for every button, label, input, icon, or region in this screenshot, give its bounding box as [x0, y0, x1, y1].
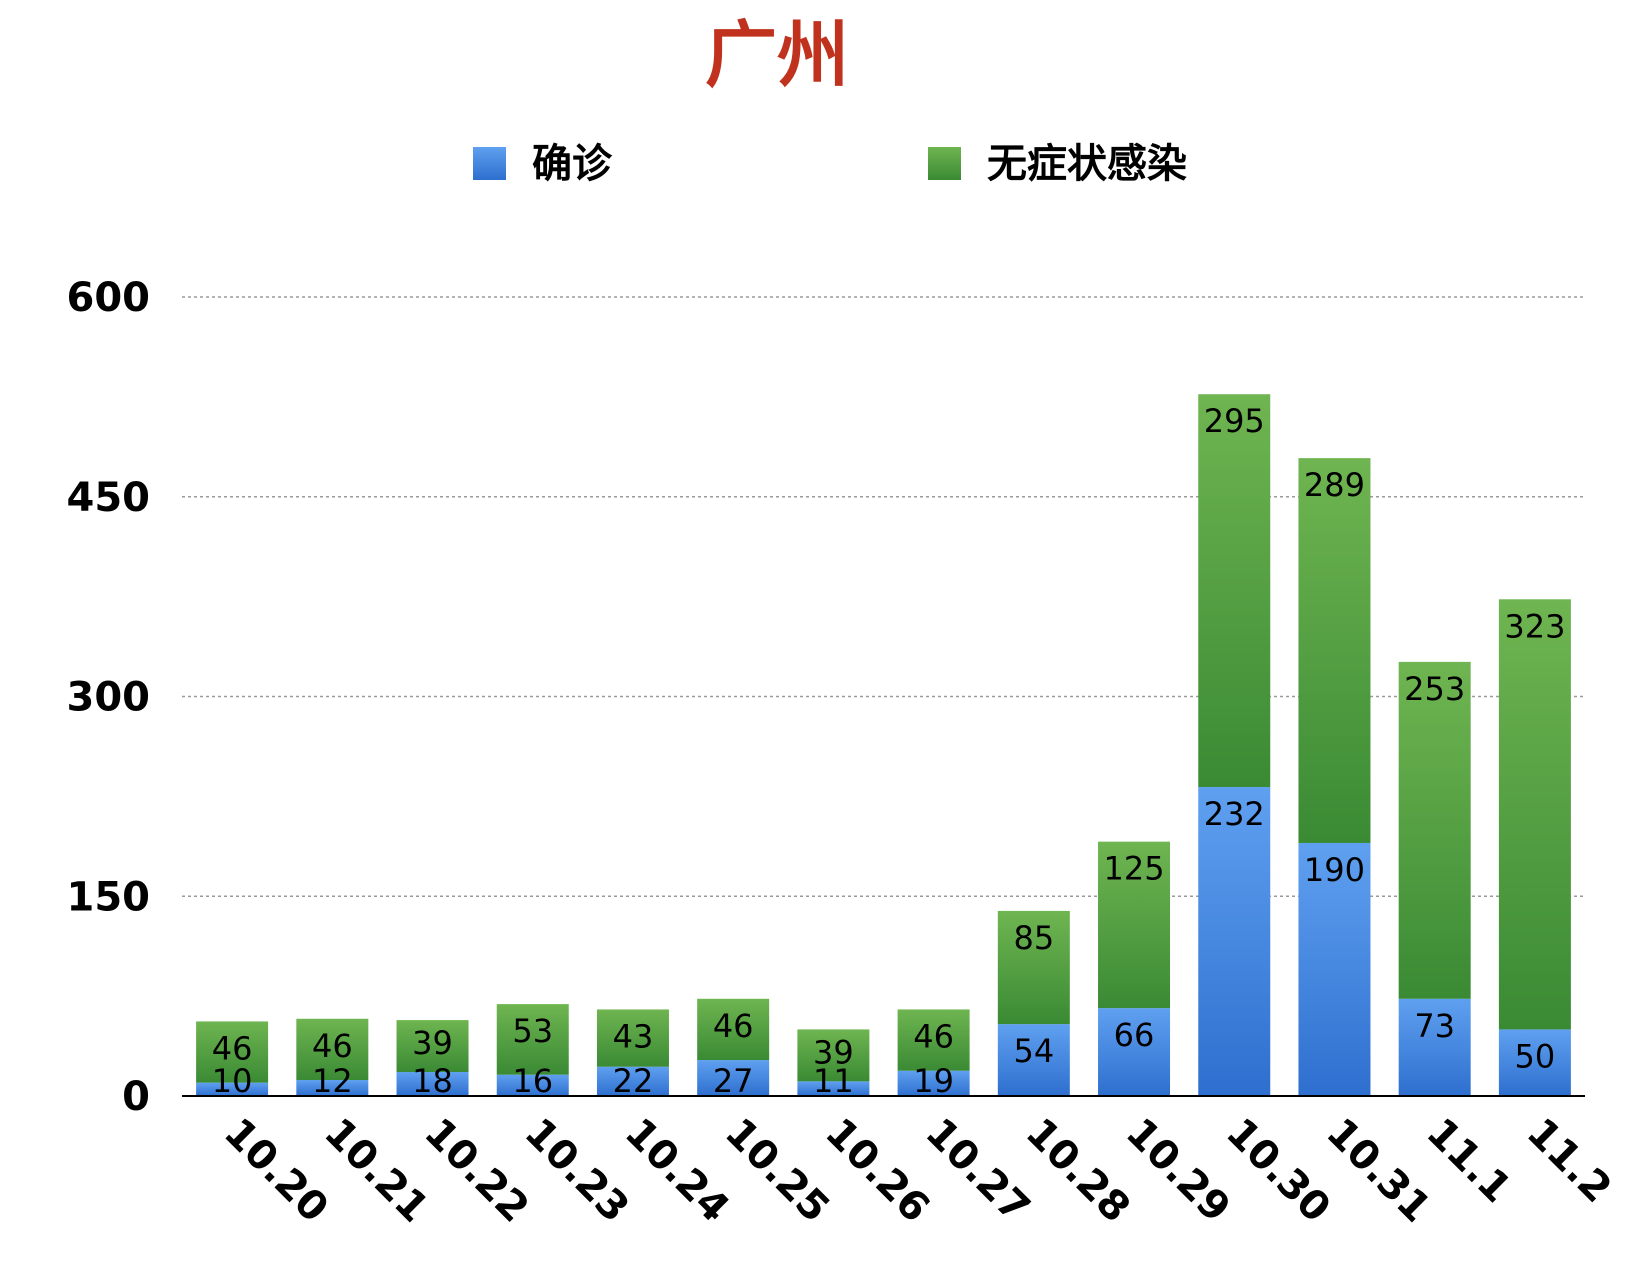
- bar-asymptomatic: [296, 1018, 369, 1081]
- bar-confirmed: [1498, 1029, 1571, 1096]
- bar-asymptomatic: [1398, 661, 1471, 999]
- x-tick-label: 10.29: [1117, 1110, 1239, 1232]
- data-label-confirmed: 10: [212, 1062, 253, 1100]
- data-label-asymptomatic: 253: [1404, 670, 1465, 708]
- data-label-confirmed: 50: [1515, 1037, 1556, 1075]
- data-label-asymptomatic: 85: [1013, 919, 1054, 957]
- y-axis-ticks: 0 150 300 450 600: [67, 275, 151, 1120]
- data-label-asymptomatic: 46: [713, 1007, 754, 1045]
- chart-title: 广州: [705, 13, 849, 97]
- data-label-confirmed: 16: [512, 1062, 553, 1100]
- bar-confirmed: [1098, 1008, 1171, 1096]
- bar-confirmed: [697, 1060, 770, 1096]
- data-label-asymptomatic: 323: [1504, 607, 1565, 645]
- legend: 确诊 无症状感染: [473, 141, 1187, 187]
- x-tick-label: 11.2: [1518, 1110, 1620, 1212]
- bar-asymptomatic: [697, 998, 770, 1061]
- bar-confirmed: [596, 1066, 669, 1096]
- data-label-confirmed: 190: [1304, 851, 1365, 889]
- bar-confirmed: [897, 1070, 970, 1096]
- data-label-asymptomatic: 46: [212, 1029, 253, 1067]
- x-axis-ticks: 10.2010.2110.2210.2310.2410.2510.2610.27…: [215, 1110, 1620, 1232]
- x-tick-label: 10.28: [1017, 1110, 1139, 1232]
- x-tick-label: 10.27: [917, 1110, 1039, 1232]
- bar-confirmed: [797, 1081, 870, 1096]
- x-tick-label: 10.31: [1317, 1110, 1439, 1232]
- data-label-confirmed: 73: [1414, 1007, 1455, 1045]
- data-label-asymptomatic: 39: [412, 1024, 453, 1062]
- data-label-confirmed: 22: [613, 1062, 654, 1100]
- bar-asymptomatic: [496, 1004, 569, 1075]
- data-label-asymptomatic: 39: [813, 1033, 854, 1071]
- data-label-confirmed: 18: [412, 1062, 453, 1100]
- bar-asymptomatic: [596, 1009, 669, 1067]
- data-label-asymptomatic: 295: [1204, 402, 1265, 440]
- bar-confirmed: [997, 1024, 1070, 1096]
- bar-asymptomatic: [196, 1021, 269, 1083]
- data-label-confirmed: 66: [1114, 1016, 1155, 1054]
- legend-swatch-confirmed: [473, 147, 506, 180]
- data-label-asymptomatic: 125: [1103, 850, 1164, 888]
- data-label-asymptomatic: 43: [613, 1017, 654, 1055]
- bar-confirmed: [396, 1072, 469, 1096]
- bar-asymptomatic: [897, 1009, 970, 1071]
- bar-confirmed: [196, 1082, 269, 1096]
- x-tick-label: 10.30: [1217, 1110, 1339, 1232]
- bar-confirmed: [1398, 998, 1471, 1096]
- data-label-confirmed: 19: [913, 1062, 954, 1100]
- legend-swatch-asymptomatic: [928, 147, 961, 180]
- bar-asymptomatic: [1298, 458, 1371, 843]
- data-label-asymptomatic: 289: [1304, 466, 1365, 504]
- data-label-asymptomatic: 46: [913, 1017, 954, 1055]
- data-label-confirmed: 11: [813, 1062, 854, 1100]
- bar-confirmed: [296, 1080, 369, 1096]
- bar-asymptomatic: [1098, 841, 1171, 1009]
- bar-asymptomatic: [396, 1020, 469, 1073]
- y-tick-label: 0: [122, 1074, 150, 1120]
- y-tick-label: 150: [67, 874, 151, 920]
- y-tick-label: 300: [67, 675, 151, 721]
- x-tick-label: 10.26: [816, 1110, 938, 1232]
- data-label-asymptomatic: 53: [512, 1012, 553, 1050]
- gridlines: [182, 296, 1585, 897]
- x-tick-label: 10.21: [315, 1110, 437, 1232]
- data-label-asymptomatic: 46: [312, 1027, 353, 1065]
- y-tick-label: 600: [67, 275, 151, 321]
- x-tick-label: 10.25: [716, 1110, 838, 1232]
- x-tick-label: 10.22: [415, 1110, 537, 1232]
- x-tick-label: 10.20: [215, 1110, 337, 1232]
- legend-label-asymptomatic: 无症状感染: [987, 141, 1187, 187]
- legend-label-confirmed: 确诊: [532, 141, 613, 187]
- data-label-confirmed: 232: [1204, 795, 1265, 833]
- x-tick-label: 10.23: [516, 1110, 638, 1232]
- bar-confirmed: [496, 1074, 569, 1096]
- bar-asymptomatic: [1198, 394, 1271, 788]
- bar-asymptomatic: [1498, 599, 1571, 1030]
- bar-asymptomatic: [997, 910, 1070, 1025]
- x-tick-label: 10.24: [616, 1110, 738, 1232]
- bar-confirmed: [1298, 842, 1371, 1096]
- y-tick-label: 450: [67, 475, 151, 521]
- bar-confirmed: [1198, 787, 1271, 1096]
- bar-asymptomatic: [797, 1029, 870, 1082]
- data-label-confirmed: 54: [1013, 1032, 1054, 1070]
- data-label-confirmed: 12: [312, 1062, 353, 1100]
- data-label-confirmed: 27: [713, 1062, 754, 1100]
